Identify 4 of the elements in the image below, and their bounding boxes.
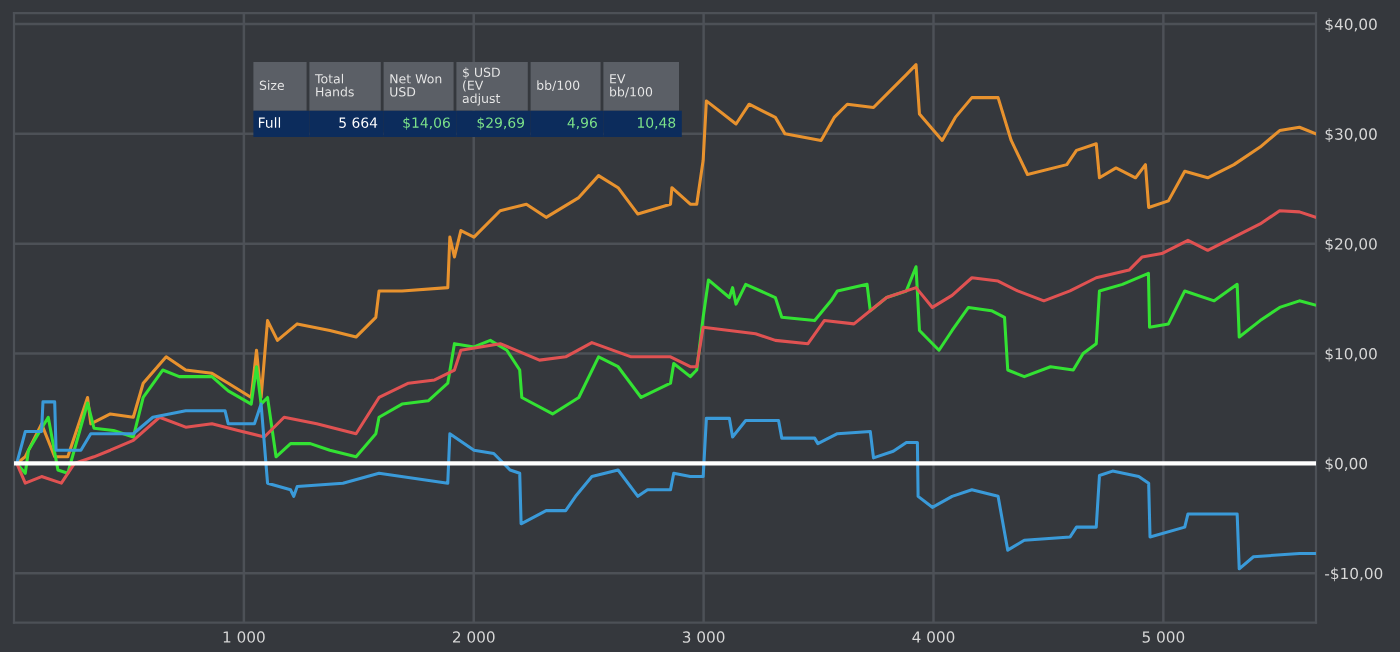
line-series	[15, 400, 1316, 571]
line-series	[15, 265, 1316, 475]
line-series	[15, 209, 1316, 485]
line-series	[15, 63, 1316, 465]
